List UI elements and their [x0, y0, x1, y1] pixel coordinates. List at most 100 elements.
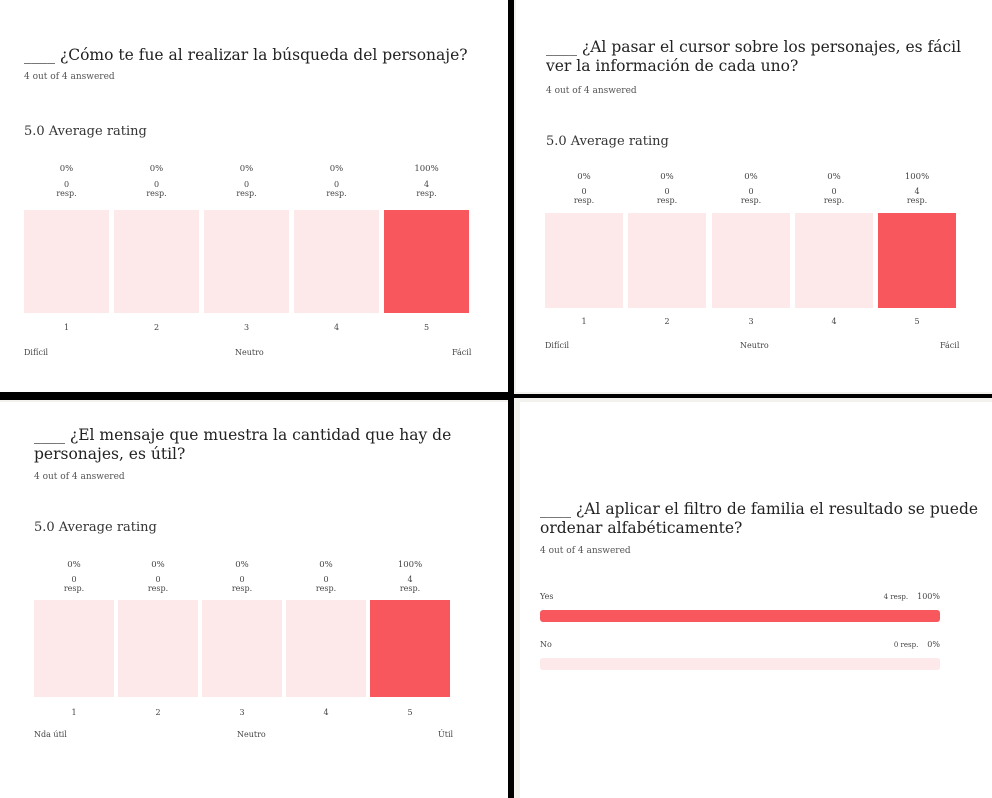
answered-count: 4 out of 4 answered	[34, 472, 125, 482]
percent-label: 0%	[149, 164, 164, 174]
resp-label: resp.	[399, 584, 421, 593]
percent-label: 0%	[235, 560, 249, 570]
count-label: 0	[831, 187, 837, 196]
divider-horizontal-right	[514, 394, 992, 398]
panel-q2: ____ ¿Al pasar el cursor sobre los perso…	[516, 0, 992, 392]
panel-q1: ____ ¿Cómo te fue al realizar la búsqued…	[0, 0, 508, 392]
bar-4	[795, 213, 873, 308]
x-tick-label: 1	[63, 323, 70, 332]
x-tick-label: 3	[239, 708, 245, 717]
percent-label: 0%	[319, 560, 333, 570]
bar-1	[24, 210, 109, 313]
bar-1	[34, 600, 114, 697]
count-label: 0	[71, 575, 77, 584]
x-tick-label: 3	[243, 323, 250, 332]
x-tick-label: 2	[664, 317, 670, 326]
percent-label: 0%	[660, 172, 674, 182]
count-label: 4	[423, 180, 430, 189]
percent-label: 0%	[744, 172, 758, 182]
anchor-low: Difícil	[24, 348, 49, 357]
anchor-high: Fácil	[940, 341, 960, 350]
option-label: Yes	[540, 592, 554, 601]
resp-label: resp.	[63, 584, 85, 593]
percent-label: 0%	[329, 164, 344, 174]
x-tick-label: 1	[71, 708, 77, 717]
count-label: 0	[581, 187, 587, 196]
percent-label: 0%	[67, 560, 81, 570]
resp-count: 0 resp.	[893, 641, 919, 649]
answered-count: 4 out of 4 answered	[24, 72, 115, 82]
bar-4	[294, 210, 379, 313]
count-label: 0	[239, 575, 245, 584]
anchor-mid: Neutro	[740, 341, 769, 350]
count-label: 0	[323, 575, 329, 584]
question-title: ____ ¿Al pasar el cursor sobre los perso…	[546, 38, 962, 75]
bar-3	[202, 600, 282, 697]
bar-3	[712, 213, 790, 308]
resp-label: resp.	[326, 189, 347, 198]
x-tick-label: 2	[155, 708, 161, 717]
bar-5	[370, 600, 450, 697]
x-tick-label: 5	[407, 708, 413, 717]
percent-label: 100%	[397, 560, 423, 570]
count-label: 0	[155, 575, 161, 584]
x-tick-label: 3	[748, 317, 754, 326]
percent-label: 100%	[414, 164, 439, 174]
bar-5	[878, 213, 956, 308]
anchor-mid: Neutro	[235, 348, 264, 357]
option-meta: 4 resp. 100%	[884, 592, 940, 601]
resp-label: resp.	[573, 196, 595, 205]
bar-5	[384, 210, 469, 313]
bar-2	[114, 210, 199, 313]
anchor-low: Nda útil	[34, 730, 67, 739]
bar-track	[540, 658, 940, 670]
count-label: 0	[664, 187, 670, 196]
resp-label: resp.	[740, 196, 762, 205]
bar-3	[204, 210, 289, 313]
answered-count: 4 out of 4 answered	[546, 86, 637, 96]
percent-label: 0%	[239, 164, 254, 174]
percent-label: 0%	[827, 172, 841, 182]
count-label: 0	[63, 180, 70, 189]
question-title: ____ ¿Cómo te fue al realizar la búsqued…	[24, 46, 468, 64]
resp-label: resp.	[56, 189, 77, 198]
x-tick-label: 4	[323, 708, 329, 717]
anchor-low: Difícil	[545, 341, 570, 350]
x-tick-label: 5	[423, 323, 430, 332]
percent-label: 0%	[577, 172, 591, 182]
resp-label: resp.	[416, 189, 437, 198]
anchor-high: Fácil	[452, 348, 472, 357]
panel-q3: ____ ¿El mensaje que muestra la cantidad…	[0, 402, 508, 798]
bar-2	[118, 600, 198, 697]
count-label: 0	[153, 180, 160, 189]
option-label: No	[540, 640, 552, 649]
x-tick-label: 4	[333, 323, 340, 332]
percent-label: 0%	[151, 560, 165, 570]
percent-label: 0%	[927, 640, 940, 649]
count-label: 4	[407, 575, 413, 584]
option-meta: 0 resp. 0%	[894, 640, 940, 649]
panel-q4: ____ ¿Al aplicar el filtro de familia el…	[520, 402, 992, 798]
average-rating: 5.0 Average rating	[34, 520, 157, 535]
resp-label: resp.	[823, 196, 845, 205]
percent-label: 0%	[59, 164, 74, 174]
resp-label: resp.	[146, 189, 167, 198]
percent-label: 100%	[917, 592, 940, 601]
x-tick-label: 2	[153, 323, 160, 332]
percent-label: 100%	[904, 172, 930, 182]
count-label: 0	[748, 187, 754, 196]
x-tick-label: 4	[831, 317, 837, 326]
count-label: 0	[243, 180, 250, 189]
divider-horizontal-left	[0, 392, 514, 400]
x-tick-label: 5	[914, 317, 920, 326]
resp-label: resp.	[236, 189, 257, 198]
resp-label: resp.	[656, 196, 678, 205]
x-tick-label: 1	[581, 317, 587, 326]
question-title: ____ ¿El mensaje que muestra la cantidad…	[34, 426, 452, 463]
count-label: 4	[914, 187, 920, 196]
bar-1	[545, 213, 623, 308]
anchor-mid: Neutro	[237, 730, 266, 739]
anchor-high: Útil	[438, 730, 454, 739]
resp-label: resp.	[906, 196, 928, 205]
resp-count: 4 resp.	[883, 593, 909, 601]
